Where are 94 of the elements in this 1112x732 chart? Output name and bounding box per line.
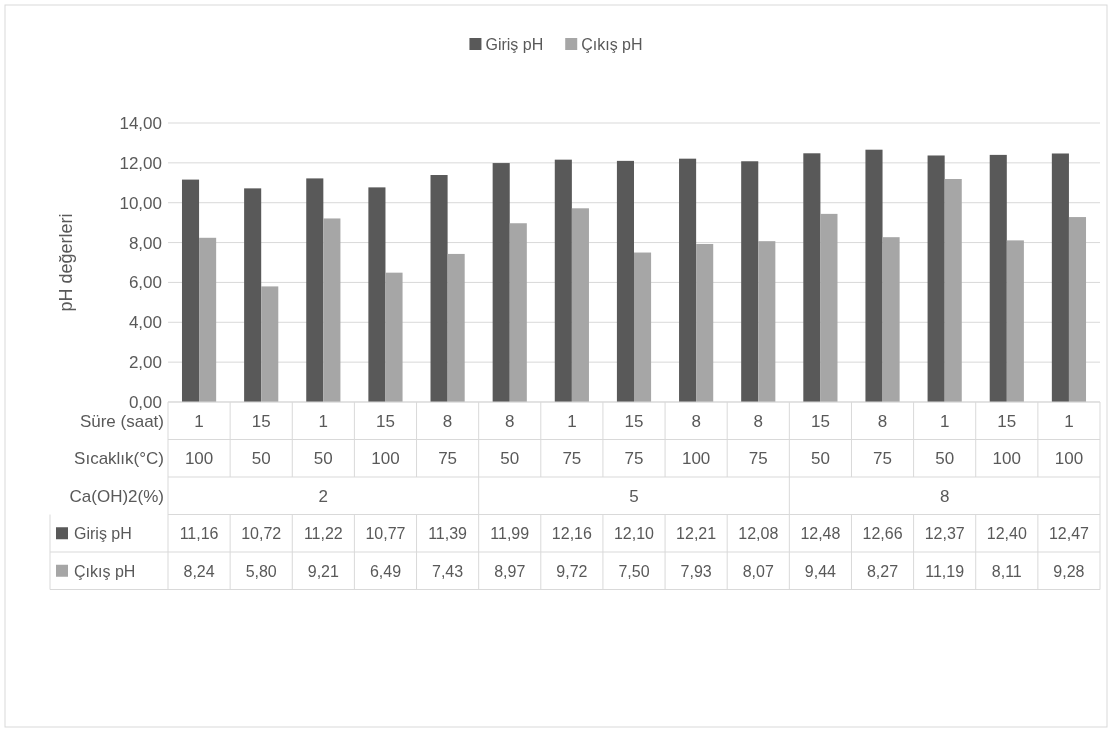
data-label: 8,27 [866,562,899,580]
bar [261,286,279,402]
data-label: 9,72 [556,562,588,580]
data-label: 11,19 [925,562,965,580]
y-tick-label: 10,00 [119,193,162,213]
x-tick-label: 15 100 [992,411,1021,469]
bar [944,179,962,402]
bar [1006,240,1024,402]
x-tick-label: 15 75 [624,411,644,469]
text: Çıkış pH [74,562,136,580]
x-tick-label: 1 75 [562,411,582,469]
x-tick-label: 1 100 [184,411,214,469]
bar [616,160,634,402]
x-tick-label: 1 50 [313,411,333,469]
bar [492,163,510,402]
bar [1068,217,1087,402]
data-label: 12,37 [924,525,965,543]
bar [865,149,883,402]
bar [244,188,262,402]
bar [1051,153,1069,402]
data-label: 9,21 [307,562,340,580]
bar [385,272,403,402]
data-label: 12,47 [1048,525,1090,543]
x-tick-label: 8 75 [873,411,892,469]
text: Sıcaklık(°C) [74,449,164,469]
data-label: 11,39 [428,525,468,543]
data-label: 11,99 [490,525,530,543]
legend-label: Çıkış pH [581,36,643,53]
bar [509,223,527,402]
y-axis-title: pH değerleri [56,213,76,312]
x-tick-label: 8 50 [500,411,520,469]
data-label: 12,21 [676,525,717,543]
bar [741,161,759,402]
bar [927,155,945,402]
x-tick-label: 1 100 [1054,411,1084,469]
y-tick-label: 12,00 [119,153,162,173]
data-label: 12,48 [800,525,841,543]
bar [306,178,324,402]
bar [447,253,465,402]
data-label: 6,49 [369,562,402,580]
text: Giriş pH [74,525,132,543]
y-tick-label: 4,00 [128,313,162,333]
y-tick-label: 14,00 [119,113,162,133]
data-label: 10,72 [241,525,282,543]
legend-label: Giriş pH [485,36,544,53]
bar [758,241,776,402]
bar [634,252,652,402]
bar [803,153,821,402]
data-label: 11,16 [179,525,219,543]
text: 2 [318,486,329,506]
x-tick-label: 8 75 [438,411,458,469]
data-label: 8,24 [183,562,215,580]
bar [181,179,200,402]
y-tick-label: 6,00 [128,273,162,293]
data-label: 7,43 [432,562,464,580]
data-label: 12,08 [738,525,779,543]
bar [820,213,838,402]
bar [368,187,386,402]
data-label: 9,28 [1053,562,1085,580]
bar [882,237,900,402]
y-tick-label: 2,00 [128,353,162,373]
text: 5 [629,486,639,506]
bar [989,154,1007,402]
text: 8 [939,486,950,506]
bar [679,158,697,402]
data-label: 12,66 [862,525,903,543]
bar [323,218,341,402]
text: Ca(OH)2(%) [69,486,164,506]
data-label: 12,10 [613,525,655,543]
bar [696,243,714,402]
data-label: 11,22 [303,525,343,543]
bar [199,237,217,402]
bar [430,175,448,402]
data-label: 9,44 [804,562,837,580]
data-label: 10,77 [365,525,406,543]
x-tick-label: 1 50 [935,411,955,469]
x-tick-label: 8 75 [748,411,768,469]
data-label: 8,11 [991,562,1022,580]
data-label: 12,16 [551,525,592,543]
bar [571,208,589,402]
bar [554,159,572,402]
x-tick-label: 15 100 [371,411,400,469]
x-tick-label: 15 50 [810,411,830,469]
x-tick-label: 8 100 [681,411,711,469]
data-label: 7,50 [618,562,650,580]
y-tick-label: 8,00 [128,233,162,253]
data-label: 8,97 [494,562,526,580]
data-label: 12,40 [986,525,1027,543]
text: Süre (saat) [79,411,164,431]
data-label: 8,07 [742,562,774,580]
x-tick-label: 15 50 [251,411,271,469]
data-label: 7,93 [680,562,712,580]
data-label: 5,80 [245,562,277,580]
y-tick-label: 0,00 [128,392,162,412]
